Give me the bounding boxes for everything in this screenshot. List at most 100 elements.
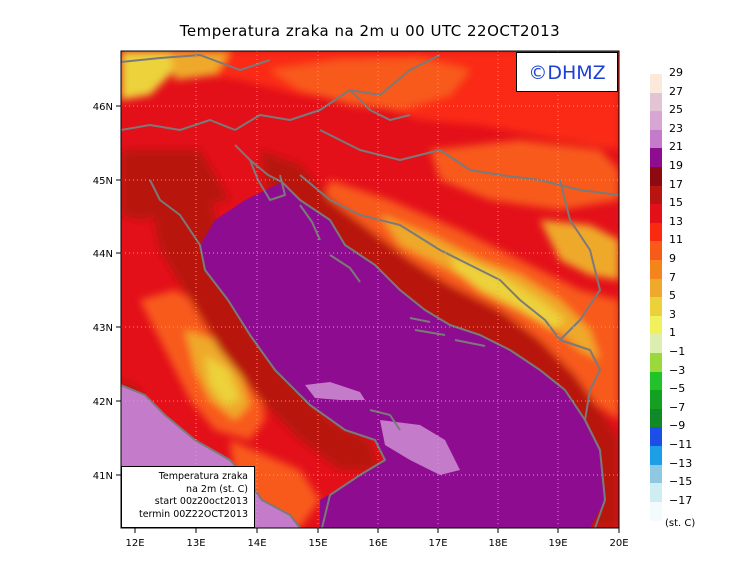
lat-label-43n: 43N — [93, 323, 113, 334]
legend-row: 25 — [650, 103, 740, 131]
legend-label: −9 — [669, 419, 686, 433]
lon-label-20e: 20E — [609, 538, 628, 549]
legend-swatch — [650, 408, 662, 428]
legend-swatch — [650, 483, 662, 503]
legend-row: −11 — [650, 438, 740, 465]
adriatic-light-south — [380, 420, 460, 475]
legend-swatch — [650, 427, 662, 447]
legend-label: 7 — [669, 270, 676, 284]
legend-row: 19 — [650, 159, 740, 186]
po-valley-border — [121, 119, 236, 131]
lat-label-42n: 42N — [93, 397, 113, 408]
legend-row: 5 — [650, 289, 740, 317]
legend-row: 21 — [650, 140, 740, 168]
legend-row: 9 — [650, 252, 740, 279]
lon-label-18e: 18E — [488, 538, 507, 549]
legend-swatch — [650, 148, 662, 168]
lon-label-14e: 14E — [247, 538, 266, 549]
italy-east-coast — [149, 179, 386, 528]
legend-swatch — [650, 74, 662, 93]
bosnia-yellow-patch — [540, 220, 619, 280]
gargano — [369, 409, 401, 431]
legend-label: −5 — [669, 382, 686, 396]
legend-label: −1 — [669, 345, 686, 358]
lat-label-41n: 41N — [93, 471, 113, 482]
lon-label-15e: 15E — [308, 538, 327, 549]
legend-row: −13 — [650, 457, 740, 484]
istria-outline — [249, 159, 286, 201]
legend-swatch — [650, 185, 662, 205]
legend-swatch — [650, 353, 662, 372]
bosnia-east-border — [559, 179, 601, 341]
island-korcula — [454, 339, 486, 347]
legend-swatch — [650, 260, 662, 279]
lon-label-13e: 13E — [186, 538, 205, 549]
legend-label: 9 — [669, 252, 676, 265]
legend-row: −9 — [650, 419, 740, 447]
nw-orange-zone — [170, 51, 230, 80]
info-line-units: na 2m (st. C) — [186, 483, 248, 495]
legend-row: 7 — [650, 271, 740, 298]
nw-yellow-zone — [121, 51, 175, 100]
legend-swatch — [650, 446, 662, 465]
legend-swatch — [650, 464, 662, 484]
legend-units: (st. C) — [665, 518, 696, 529]
adriatic-light-mid — [305, 382, 365, 400]
montenegro-border — [559, 339, 601, 421]
legend-swatch — [650, 334, 662, 354]
legend-label: 13 — [669, 214, 683, 228]
legend-label: 3 — [669, 307, 676, 321]
alps-orange-zone — [270, 58, 470, 110]
legend-row: −3 — [650, 364, 740, 391]
legend-swatch — [650, 501, 662, 521]
legend-swatch — [650, 390, 662, 410]
island-brac — [409, 317, 431, 323]
legend-swatch — [650, 92, 662, 112]
lat-label-46n: 46N — [93, 102, 113, 113]
legend-swatch — [650, 241, 662, 261]
legend-label: 1 — [669, 326, 676, 340]
legend-label: 17 — [669, 177, 683, 191]
legend-label: 23 — [669, 121, 683, 135]
legend-swatch — [650, 129, 662, 149]
legend-row: −7 — [650, 401, 740, 428]
legend-label: 5 — [669, 289, 676, 303]
legend-label: 15 — [669, 196, 683, 210]
info-line-termin: termin 00Z22OCT2013 — [138, 508, 248, 520]
legend-swatch — [650, 222, 662, 242]
lon-label-16e: 16E — [368, 538, 387, 549]
legend-label: −13 — [669, 456, 693, 470]
legend-swatch — [650, 167, 662, 186]
legend-row: −17 — [650, 494, 740, 521]
lat-label-44n: 44N — [93, 249, 113, 260]
info-line-start: start 00z20oct2013 — [154, 496, 248, 507]
slovenia-east-border — [349, 89, 411, 121]
legend-row: 13 — [650, 215, 740, 242]
dhmz-logo: ©DHMZ — [516, 52, 618, 92]
legend-row: 11 — [650, 233, 740, 261]
legend-row: −5 — [650, 382, 740, 410]
bosnia-border — [299, 174, 561, 341]
po-valley-darkred — [121, 150, 230, 220]
legend-label: −3 — [669, 363, 686, 377]
island-pag — [329, 254, 361, 283]
island-hvar — [414, 329, 446, 336]
legend-label: −7 — [669, 400, 686, 414]
lat-label-45n: 45N — [93, 176, 113, 187]
apennine-peak — [205, 355, 240, 405]
info-line-variable: Temperatura zraka — [158, 471, 248, 482]
hungary-orange-zone — [430, 140, 619, 210]
legend-label: 25 — [669, 103, 683, 117]
legend-row: 23 — [650, 122, 740, 149]
legend-swatch — [650, 111, 662, 131]
legend-swatch — [650, 371, 662, 391]
legend-swatch — [650, 297, 662, 317]
legend-row: −15 — [650, 475, 740, 503]
slovenia-border — [234, 54, 441, 131]
legend-label: −15 — [669, 475, 693, 489]
legend-swatch — [650, 278, 662, 298]
legend-label: −11 — [669, 438, 693, 451]
legend-label: 11 — [669, 233, 683, 247]
legend-label: 27 — [669, 84, 683, 98]
